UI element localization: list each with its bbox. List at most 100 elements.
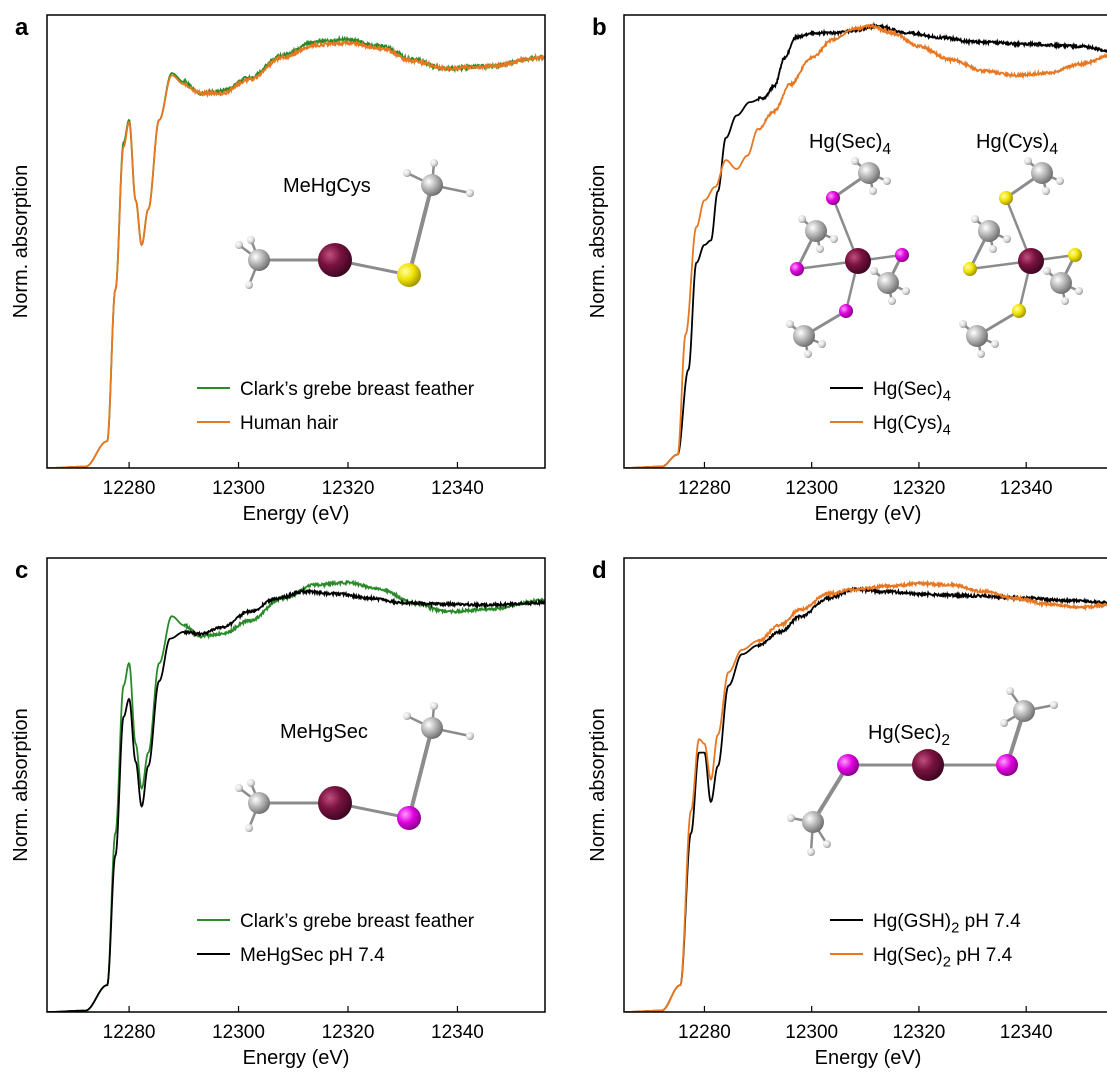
molecule-hgcys4-methyl-0-h-atom-2 bbox=[1042, 187, 1050, 195]
molecule-se-atom-2 bbox=[996, 754, 1018, 776]
legend-label-d-0-sub: 2 bbox=[951, 921, 959, 937]
molecule-hgsec4-methyl-1-h-atom-1 bbox=[830, 235, 838, 243]
molecule-hgsec4-methyl-2-h-atom-1 bbox=[902, 287, 910, 295]
legend-label-c-1: MeHgSec pH 7.4 bbox=[240, 945, 385, 966]
molecule-methyl-right-h-atom-0 bbox=[1006, 687, 1014, 695]
legend-label-a-0: Clark’s grebe breast feather bbox=[240, 379, 475, 400]
molecule-hgsec4-ligand-atom-0 bbox=[826, 191, 840, 205]
molecule-hgsec4-hg-atom bbox=[845, 248, 871, 274]
legend-label-b-0-sub: 4 bbox=[943, 389, 951, 405]
molecule-label-b-1-main: Hg(Cys) bbox=[976, 131, 1049, 153]
molecule-methyl-left-h-atom-1 bbox=[247, 236, 255, 244]
panel-c: c 12280 12300 12320 12340 Energy (eV) Norm. ab… bbox=[10, 557, 546, 1069]
molecule-bond-se1-c bbox=[811, 763, 850, 824]
series-line-c-1 bbox=[47, 587, 545, 1012]
molecule-label-b-0-main: Hg(Sec) bbox=[809, 131, 882, 153]
molecule-hgsec4-methyl-0-c-atom bbox=[858, 162, 880, 184]
legend-label-b-0: Hg(Sec)4 bbox=[873, 379, 951, 405]
molecule-hgcys4-methyl-2-h-atom-2 bbox=[1061, 297, 1069, 305]
molecule-hg-atom bbox=[912, 749, 944, 781]
plot-frame-a bbox=[46, 14, 546, 469]
molecule-ligand-atom bbox=[397, 806, 421, 830]
molecule-methyl-right-h-atom-0 bbox=[403, 712, 411, 720]
molecule-hgsec4-methyl-0-h-atom-2 bbox=[869, 187, 877, 195]
legend-label-d-0-main: Hg(GSH) bbox=[873, 911, 951, 932]
molecule-methyl-left-h-atom-0 bbox=[235, 784, 243, 792]
molecule-hgsec4-methyl-3-h-atom-2 bbox=[804, 350, 812, 358]
legend-label-d-1-main: Hg(Sec) bbox=[873, 945, 943, 966]
molecule-hgsec4-ligand-atom-1 bbox=[790, 262, 804, 276]
y-axis-label-d: Norm. absorption bbox=[587, 708, 609, 861]
x-tick-label-d-0: 12280 bbox=[678, 1022, 731, 1043]
molecule-hgsec4-methyl-0-h-atom-0 bbox=[851, 157, 859, 165]
molecule-hgcys4-ligand-atom-3 bbox=[1012, 304, 1026, 318]
molecule-hgcys4-methyl-1-h-atom-1 bbox=[1003, 235, 1011, 243]
legend-label-b-1-sub: 4 bbox=[943, 423, 951, 439]
molecule-methyl-left-h-atom-2 bbox=[823, 840, 831, 848]
molecule-methyl-right-c-atom bbox=[421, 717, 443, 739]
molecule-methyl-right-h-atom-1 bbox=[466, 189, 474, 197]
molecule-hg-atom bbox=[318, 243, 352, 277]
panel-a: a 12280 12300 12320 12340 Energy (eV) Norm. ab… bbox=[10, 14, 546, 525]
molecule-hgsec4-methyl-1-h-atom-0 bbox=[798, 215, 806, 223]
series-line-a-0 bbox=[47, 34, 545, 468]
molecule-hgsec4-ligand-atom-2 bbox=[895, 248, 909, 262]
molecule-hgsec4-methyl-3-h-atom-1 bbox=[818, 340, 826, 348]
molecule-methyl-left-h-atom-2 bbox=[245, 824, 253, 832]
molecule-bond-ligand-c bbox=[407, 726, 434, 820]
legend-label-b-0-main: Hg(Sec) bbox=[873, 379, 943, 400]
molecule-label-b-1: Hg(Cys)4 bbox=[976, 131, 1058, 158]
x-tick-label-a-0: 12280 bbox=[103, 478, 156, 499]
molecule-hgcys4-methyl-0-h-atom-1 bbox=[1056, 177, 1064, 185]
series-line-a-1 bbox=[47, 39, 545, 468]
molecule-methyl-right-c-atom bbox=[421, 174, 443, 196]
x-tick-label-b-2: 12320 bbox=[893, 478, 946, 499]
x-tick-label-d-3: 12340 bbox=[1000, 1022, 1053, 1043]
molecule-hgcys4-methyl-3-h-atom-2 bbox=[977, 350, 985, 358]
molecule-methyl-right-h-atom-1 bbox=[466, 732, 474, 740]
x-tick-label-d-1: 12300 bbox=[785, 1022, 838, 1043]
molecule-hgcys4-hg-atom bbox=[1018, 248, 1044, 274]
molecule-label-b-0: Hg(Sec)4 bbox=[809, 131, 891, 158]
molecule-methyl-right-h-atom-2 bbox=[1000, 719, 1008, 727]
x-tick-label-c-1: 12300 bbox=[212, 1022, 265, 1043]
y-axis-label-c: Norm. absorption bbox=[10, 708, 32, 861]
molecule-hgcys4-ligand-atom-1 bbox=[963, 262, 977, 276]
molecule-hgcys4-ligand-atom-2 bbox=[1068, 248, 1082, 262]
series-line-d-0 bbox=[624, 585, 1107, 1012]
molecule-label-b-0-sub: 4 bbox=[882, 141, 891, 158]
panel-letter-c: c bbox=[15, 557, 28, 584]
molecule-hgsec4-methyl-2-h-atom-2 bbox=[888, 297, 896, 305]
x-tick-label-d-2: 12320 bbox=[893, 1022, 946, 1043]
molecule-hgcys4-methyl-0-c-atom bbox=[1031, 162, 1053, 184]
panel-b: b 12280 12300 12320 12340 Energy (eV) Norm. ab… bbox=[587, 14, 1107, 525]
molecule-methyl-right-h-atom-2 bbox=[430, 159, 438, 167]
molecule-hgcys4-ligand-atom-0 bbox=[999, 191, 1013, 205]
plot-frame-d bbox=[623, 557, 1107, 1013]
molecule-methyl-left-h-atom-1 bbox=[247, 779, 255, 787]
molecule-hgsec4-methyl-2-c-atom bbox=[877, 272, 899, 294]
x-tick-label-c-3: 12340 bbox=[431, 1022, 484, 1043]
x-tick-label-c-0: 12280 bbox=[103, 1022, 156, 1043]
molecule-hgcys4-methyl-3-h-atom-0 bbox=[959, 320, 967, 328]
molecule-hgcys4-methyl-0-h-atom-0 bbox=[1024, 157, 1032, 165]
molecule-hgsec4-ligand-atom-3 bbox=[839, 304, 853, 318]
legend-label-d-0: Hg(GSH)2 pH 7.4 bbox=[873, 911, 1021, 937]
molecule-methyl-left-h-atom-0 bbox=[787, 814, 795, 822]
legend-label-b-1: Hg(Cys)4 bbox=[873, 413, 951, 439]
molecule-methyl-left-c-atom bbox=[802, 811, 824, 833]
panel-letter-b: b bbox=[592, 14, 607, 41]
molecule-hgsec4-methyl-0-h-atom-1 bbox=[883, 177, 891, 185]
molecule-label-d-main: Hg(Sec) bbox=[868, 722, 941, 744]
x-axis-label-d: Energy (eV) bbox=[815, 1047, 922, 1069]
legend-label-a-1: Human hair bbox=[240, 413, 339, 434]
molecule-hgsec4-methyl-3-c-atom bbox=[793, 325, 815, 347]
molecule-label-d: Hg(Sec)2 bbox=[868, 722, 950, 749]
molecule-hgsec4-methyl-1-h-atom-2 bbox=[816, 245, 824, 253]
plot-frame-c bbox=[46, 557, 546, 1013]
molecule-hg-atom bbox=[318, 786, 352, 820]
series-line-b-0 bbox=[624, 21, 1107, 468]
molecule-label-d-sub: 2 bbox=[941, 732, 950, 749]
molecule-hgcys4-methyl-3-c-atom bbox=[966, 325, 988, 347]
series-line-d-1 bbox=[624, 579, 1107, 1012]
